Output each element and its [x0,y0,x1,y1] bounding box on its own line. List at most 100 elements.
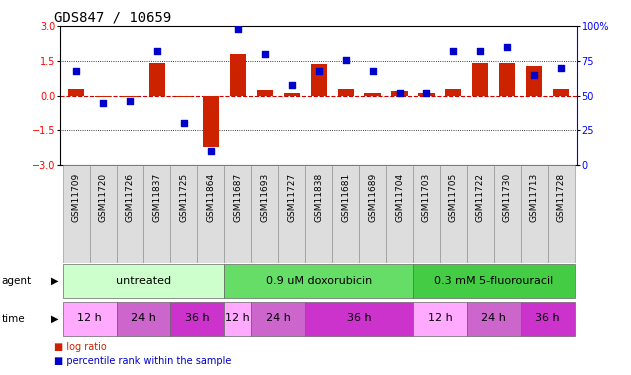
Point [556,65,566,71]
Bar [365,93,380,96]
Text: GSM11681: GSM11681 [341,173,350,222]
Bar [521,302,575,336]
Text: ▶: ▶ [50,276,58,286]
Text: GDS847 / 10659: GDS847 / 10659 [54,10,171,24]
Bar [230,54,246,96]
Point [233,26,243,32]
Text: time: time [1,314,25,324]
Bar [413,165,440,262]
Bar [359,165,386,262]
Bar [305,302,413,336]
Text: ▶: ▶ [50,314,58,324]
Text: 36 h: 36 h [185,313,209,323]
Text: GSM11693: GSM11693 [260,173,269,222]
Text: GSM11687: GSM11687 [233,173,242,222]
Text: GSM11725: GSM11725 [179,173,189,222]
Bar [467,302,521,336]
Text: ■ log ratio: ■ log ratio [54,342,107,352]
Text: GSM11728: GSM11728 [557,173,566,222]
Bar [198,165,225,262]
Bar [251,302,305,336]
Point [422,90,432,96]
Bar [170,165,198,262]
Text: GSM11720: GSM11720 [98,173,107,222]
Bar [95,96,111,97]
Bar [413,302,467,336]
Text: GSM11838: GSM11838 [314,173,323,222]
Bar [386,165,413,262]
Text: 24 h: 24 h [131,313,156,323]
Bar [90,165,117,262]
Bar [225,165,251,262]
Text: GSM11704: GSM11704 [395,173,404,222]
Point [98,100,108,106]
Bar [338,89,354,96]
Point [449,48,459,54]
Bar [332,165,359,262]
Point [367,68,377,74]
Text: GSM11837: GSM11837 [153,173,162,222]
Point [260,51,270,57]
Bar [391,91,408,96]
Text: untreated: untreated [116,276,171,285]
Bar [445,89,461,96]
Point [529,72,540,78]
Text: GSM11727: GSM11727 [287,173,296,222]
Point [152,48,162,54]
Bar [418,93,435,96]
Bar [283,93,300,96]
Bar [305,165,332,262]
Text: 36 h: 36 h [536,313,560,323]
Text: 12 h: 12 h [77,313,102,323]
Text: GSM11722: GSM11722 [476,173,485,222]
Text: GSM11705: GSM11705 [449,173,458,222]
Bar [526,66,542,96]
Point [125,98,135,104]
Bar [176,96,192,98]
Bar [413,264,575,298]
Text: 12 h: 12 h [225,313,250,323]
Bar [117,302,170,336]
Bar [170,302,225,336]
Bar [472,63,488,96]
Bar [225,302,251,336]
Bar [251,165,278,262]
Text: GSM11709: GSM11709 [71,173,81,222]
Bar [310,64,327,96]
Bar [62,264,225,298]
Text: 0.3 mM 5-fluorouracil: 0.3 mM 5-fluorouracil [434,276,553,285]
Bar [494,165,521,262]
Bar [62,302,117,336]
Text: 12 h: 12 h [428,313,452,323]
Point [394,90,404,96]
Point [206,148,216,154]
Text: 24 h: 24 h [266,313,291,323]
Bar [548,165,575,262]
Point [341,57,351,63]
Bar [257,90,273,96]
Point [502,44,512,50]
Point [179,120,189,126]
Bar [440,165,467,262]
Text: GSM11864: GSM11864 [206,173,215,222]
Bar [225,264,413,298]
Text: GSM11726: GSM11726 [126,173,134,222]
Text: GSM11689: GSM11689 [368,173,377,222]
Text: 0.9 uM doxorubicin: 0.9 uM doxorubicin [266,276,372,285]
Bar [203,96,219,147]
Bar [499,63,516,96]
Text: 36 h: 36 h [347,313,372,323]
Bar [467,165,494,262]
Bar [521,165,548,262]
Text: GSM11713: GSM11713 [530,173,539,222]
Text: GSM11703: GSM11703 [422,173,431,222]
Point [314,68,324,74]
Bar [68,89,84,96]
Bar [553,89,569,96]
Text: 24 h: 24 h [481,313,506,323]
Bar [143,165,170,262]
Bar [149,63,165,96]
Bar [122,96,138,97]
Text: GSM11730: GSM11730 [503,173,512,222]
Point [286,81,297,87]
